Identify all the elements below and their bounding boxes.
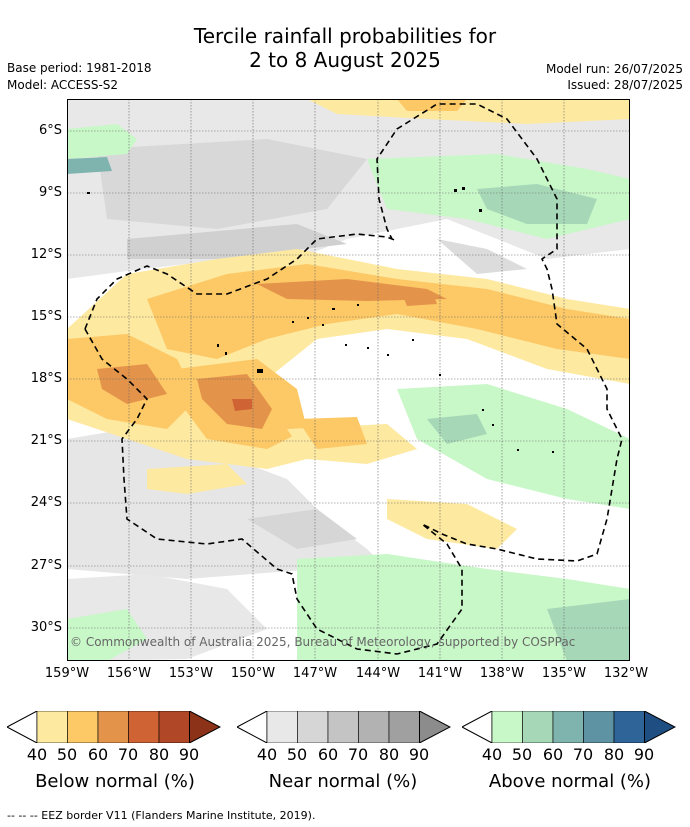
cb-tick: 40 <box>26 745 48 764</box>
cb-tick: 90 <box>633 745 655 764</box>
lon-label: 156°W <box>106 666 152 681</box>
chart-title-line2: 2 to 8 August 2025 <box>249 48 441 72</box>
cb-tick: 60 <box>87 745 109 764</box>
chart-title-line1: Tercile rainfall probabilities for <box>193 24 497 48</box>
cb-tick: 80 <box>148 745 170 764</box>
lon-label: 150°W <box>230 666 276 681</box>
cb-tick: 40 <box>256 745 278 764</box>
colorbar-near-normal <box>235 710 452 744</box>
lat-label: 12°S <box>30 247 62 262</box>
lat-label: 15°S <box>30 309 62 324</box>
island-marks <box>87 187 554 453</box>
colorbar-title-near: Near normal (%) <box>268 771 418 792</box>
lat-label: 18°S <box>30 371 62 386</box>
lon-label: 141°W <box>417 666 463 681</box>
lat-label: 21°S <box>30 433 62 448</box>
cb-tick: 70 <box>117 745 139 764</box>
lon-label: 147°W <box>292 666 338 681</box>
lon-label: 159°W <box>44 666 90 681</box>
swatch <box>36 710 68 744</box>
lat-label: 6°S <box>38 123 62 138</box>
near-normal-regions <box>67 99 630 661</box>
lon-label: 153°W <box>168 666 214 681</box>
colorbar-title-above: Above normal (%) <box>488 771 652 792</box>
cb-tick: 50 <box>56 745 78 764</box>
lat-label: 30°S <box>30 620 62 635</box>
cb-tick: 90 <box>408 745 430 764</box>
colorbar-above-normal <box>460 710 677 744</box>
lon-label: 135°W <box>541 666 587 681</box>
colorbar-below-normal <box>5 710 222 744</box>
colorbar-title-below: Below normal (%) <box>35 771 195 792</box>
eez-borders <box>84 103 623 655</box>
issued-text: Issued: 28/07/2025 <box>567 78 683 92</box>
map-canvas <box>67 99 630 661</box>
map-credit: © Commonwealth of Australia 2025, Bureau… <box>70 635 576 649</box>
cb-tick: 50 <box>511 745 533 764</box>
cb-tick: 70 <box>572 745 594 764</box>
model-text: Model: ACCESS-S2 <box>7 78 119 92</box>
model-run-text: Model run: 26/07/2025 <box>545 62 683 76</box>
cb-tick: 80 <box>378 745 400 764</box>
map-frame <box>67 99 630 661</box>
graticule <box>67 99 630 661</box>
cb-tick: 70 <box>347 745 369 764</box>
lat-label: 9°S <box>38 185 62 200</box>
cb-tick: 40 <box>481 745 503 764</box>
base-period-text: Base period: 1981-2018 <box>7 61 152 75</box>
lon-label: 144°W <box>355 666 401 681</box>
cb-tick: 50 <box>286 745 308 764</box>
eez-footnote: -- -- -- EEZ border V11 (Flanders Marine… <box>7 809 316 822</box>
cb-tick: 60 <box>542 745 564 764</box>
lat-label: 27°S <box>30 558 62 573</box>
lon-label: 132°W <box>603 666 649 681</box>
cb-tick: 80 <box>603 745 625 764</box>
cb-tick: 90 <box>178 745 200 764</box>
probability-map: © Commonwealth of Australia 2025, Bureau… <box>67 99 630 661</box>
cb-tick: 60 <box>317 745 339 764</box>
lat-label: 24°S <box>30 495 62 510</box>
lon-label: 138°W <box>479 666 525 681</box>
